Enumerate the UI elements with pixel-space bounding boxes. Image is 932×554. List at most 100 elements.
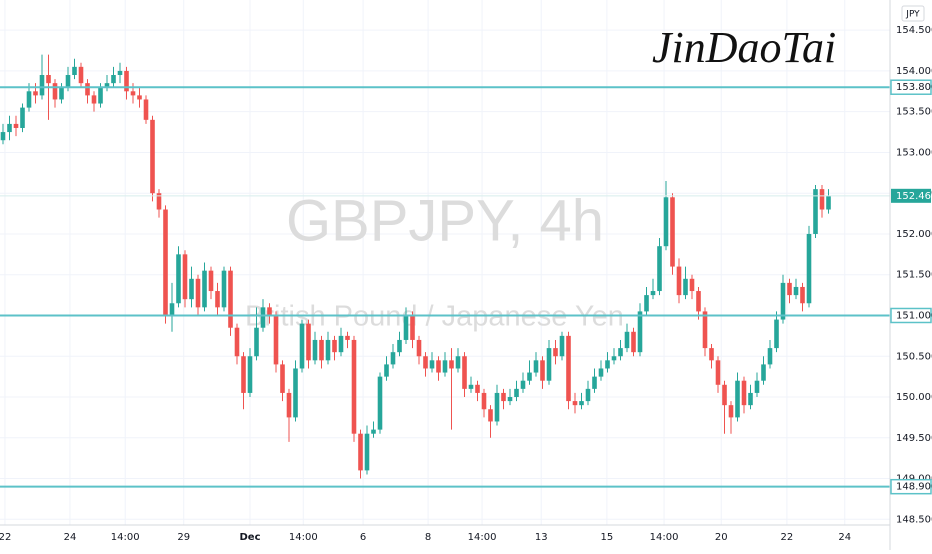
candle-body xyxy=(104,83,110,88)
level-label-box xyxy=(890,478,932,495)
level-label: 153.800 xyxy=(896,82,932,93)
candle-body xyxy=(553,348,558,357)
candle-body xyxy=(813,189,818,234)
grid xyxy=(0,0,890,525)
candle-body xyxy=(514,388,519,398)
candle-body xyxy=(735,380,740,418)
candle-body xyxy=(273,315,279,365)
candle-body xyxy=(286,392,292,418)
candle-body xyxy=(234,327,240,357)
candle-body xyxy=(728,405,734,418)
axis-labels: 148.500149.000149.500150.000150.500151.0… xyxy=(0,25,932,543)
levels xyxy=(0,86,890,488)
candle-body xyxy=(520,380,526,389)
candle-body xyxy=(637,311,643,353)
candle-body xyxy=(741,380,747,406)
x-tick-label: 20 xyxy=(715,532,728,543)
candle-body xyxy=(280,364,285,393)
candle-body xyxy=(767,348,773,365)
candle-body xyxy=(429,360,435,369)
candle-body xyxy=(598,368,604,377)
candle-body xyxy=(98,87,103,104)
candle-body xyxy=(488,409,493,422)
candle-body xyxy=(449,360,454,369)
candle-body xyxy=(111,75,116,84)
y-tick-label: 153.000 xyxy=(896,147,932,158)
watermark-symbol: GBPJPY, 4h xyxy=(286,188,604,253)
candle-body xyxy=(267,307,272,316)
x-tick-label: 22 xyxy=(781,532,794,543)
candle-body xyxy=(423,356,428,369)
candle-body xyxy=(312,339,318,361)
candle-body xyxy=(442,360,448,373)
candle-body xyxy=(182,254,188,300)
candle-body xyxy=(663,197,669,247)
candle-body xyxy=(624,331,630,349)
candle-body xyxy=(507,397,513,402)
candle-body xyxy=(332,339,337,353)
y-tick-label: 153.500 xyxy=(896,107,932,118)
candle-body xyxy=(605,360,610,369)
candle-body xyxy=(371,429,376,434)
candle-body xyxy=(156,193,162,210)
x-tick-label: 24 xyxy=(64,532,77,543)
candle-body xyxy=(579,401,584,406)
candle-body xyxy=(416,339,422,357)
candle-body xyxy=(670,197,675,267)
candle-body xyxy=(455,356,461,369)
candle-body xyxy=(748,392,753,406)
y-tick-label: 152.000 xyxy=(896,229,932,240)
candle-body xyxy=(546,348,552,381)
candle-body xyxy=(150,119,155,194)
x-tick-label: 15 xyxy=(600,532,613,543)
candle-body xyxy=(618,348,623,357)
candle-body xyxy=(611,356,617,361)
candle-body xyxy=(65,75,71,88)
candle-body xyxy=(247,356,253,393)
candle-body xyxy=(20,107,25,128)
candle-body xyxy=(143,99,149,120)
candle-body xyxy=(254,327,259,357)
candle-body xyxy=(169,303,175,316)
level-label-box xyxy=(890,79,932,95)
candle-body xyxy=(117,70,123,75)
x-tick-label: Dec xyxy=(239,532,260,543)
candle-body xyxy=(189,278,194,300)
y-tick-label: 150.500 xyxy=(896,351,932,362)
candle-body xyxy=(702,311,708,349)
candle-body xyxy=(364,433,370,471)
candle-body xyxy=(501,392,506,402)
x-tick-label: 14:00 xyxy=(111,532,140,543)
candle-body xyxy=(774,319,779,349)
candle-body xyxy=(215,291,220,308)
candle-body xyxy=(39,75,45,96)
candle-body xyxy=(533,360,539,373)
y-tick-label: 154.000 xyxy=(896,66,932,77)
candle-body xyxy=(793,286,799,296)
x-tick-label: 14:00 xyxy=(468,532,497,543)
candle-body xyxy=(228,270,233,328)
x-tick-label: 14:00 xyxy=(289,532,318,543)
candle-body xyxy=(657,246,662,292)
candle-body xyxy=(566,335,571,402)
candle-body xyxy=(761,364,766,381)
last-price-label: 152.468 xyxy=(896,191,932,202)
candle-body xyxy=(384,364,389,377)
x-tick-label: 6 xyxy=(360,532,366,543)
candle-body xyxy=(124,70,129,92)
candle-body xyxy=(0,132,6,141)
y-tick-label: 151.500 xyxy=(896,270,932,281)
candle-body xyxy=(826,195,831,210)
candle-body xyxy=(325,339,331,361)
last-price-box xyxy=(891,188,931,203)
candle-body xyxy=(481,392,487,410)
candle-body xyxy=(436,360,441,373)
candle-body xyxy=(410,315,415,340)
candle-body xyxy=(78,66,84,84)
candle-body xyxy=(540,360,545,381)
candle-body xyxy=(819,189,825,210)
candle-body xyxy=(572,401,578,406)
candle-body xyxy=(319,339,324,361)
candle-body xyxy=(299,323,305,369)
